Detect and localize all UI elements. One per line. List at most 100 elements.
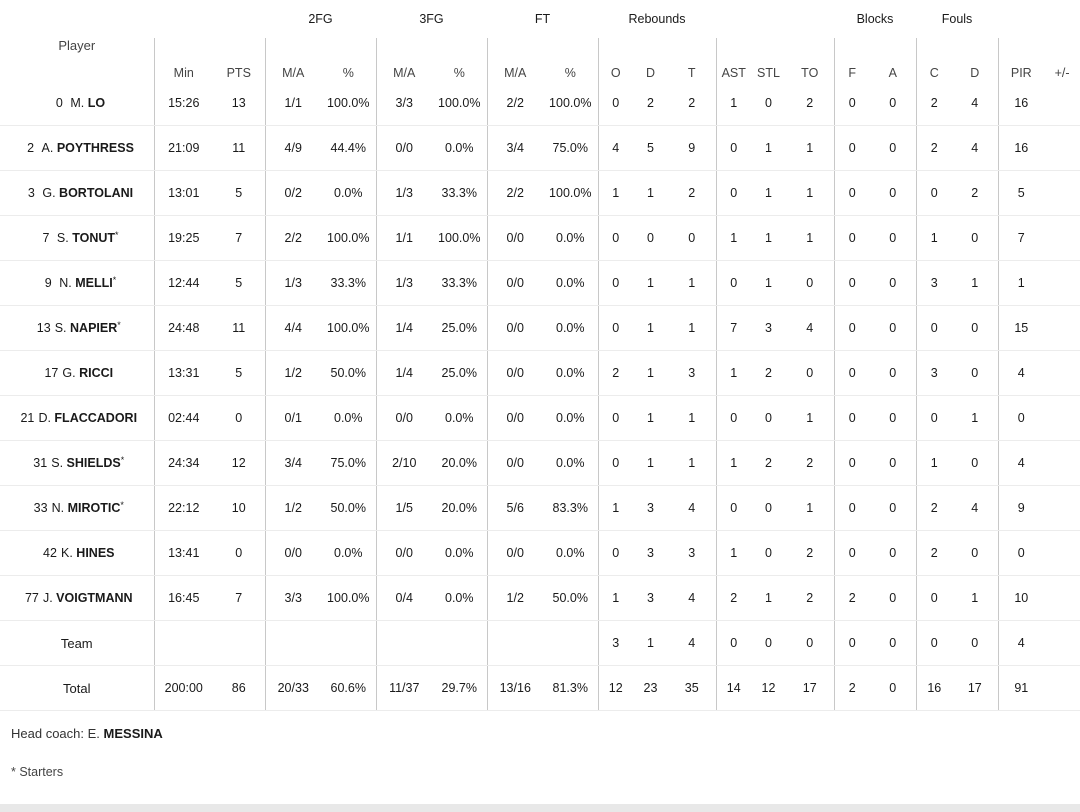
stat-fg2p: 0.0% xyxy=(321,170,376,216)
team-stat-fc: 0 xyxy=(915,620,953,666)
stat-fg3: 1/4 xyxy=(375,305,432,351)
stat-ftp: 50.0% xyxy=(543,575,598,621)
player-last-name: LO xyxy=(87,95,106,110)
total-row-label: Total xyxy=(0,665,154,711)
stat-to: 2 xyxy=(786,530,834,576)
stat-fg2: 3/3 xyxy=(264,575,321,621)
player-initial: S. xyxy=(51,456,64,470)
stat-ba: 0 xyxy=(870,170,917,216)
stat-pir: 16 xyxy=(997,80,1045,126)
total-stat-fg2p: 60.6% xyxy=(321,665,376,711)
stat-fg2p: 100.0% xyxy=(321,305,376,351)
col-pir: PIR xyxy=(997,38,1045,80)
player-initial: G. xyxy=(42,186,56,200)
player-initial: S. xyxy=(54,321,67,335)
stat-fg3p: 0.0% xyxy=(432,530,487,576)
group-2fg: 2FG xyxy=(308,12,333,26)
total-stat-min: 200:00 xyxy=(153,665,213,711)
stat-fc: 1 xyxy=(915,215,953,261)
stat-ast: 0 xyxy=(715,260,751,306)
stat-fg3: 0/4 xyxy=(375,575,432,621)
stat-t: 4 xyxy=(668,485,716,531)
col-reb-o: O xyxy=(597,38,633,80)
stat-pm xyxy=(1044,485,1080,531)
total-stat-ast: 14 xyxy=(715,665,751,711)
stat-pts: 10 xyxy=(213,485,265,531)
total-stat-pts: 86 xyxy=(213,665,265,711)
player-number: 21 xyxy=(20,411,35,425)
team-row: Team 3 1 4 0 0 0 0 0 0 0 4 xyxy=(0,620,1080,666)
stat-pir: 0 xyxy=(997,530,1045,576)
stat-t: 2 xyxy=(668,80,716,126)
stat-fg3p: 0.0% xyxy=(432,125,487,171)
team-stat-bf: 0 xyxy=(833,620,870,666)
stat-stl: 0 xyxy=(751,395,786,441)
stat-o: 0 xyxy=(597,395,633,441)
total-stat-fc: 16 xyxy=(915,665,953,711)
stat-ftp: 83.3% xyxy=(543,485,598,531)
team-stat-o: 3 xyxy=(597,620,633,666)
stat-o: 0 xyxy=(597,80,633,126)
stat-fg2: 4/9 xyxy=(264,125,321,171)
starter-mark: * xyxy=(112,275,117,285)
stat-bf: 0 xyxy=(833,305,870,351)
stat-ftp: 100.0% xyxy=(543,80,598,126)
stat-fg3: 2/10 xyxy=(375,440,432,486)
player-name-cell: 0 M. LO xyxy=(0,80,154,126)
player-last-name: TONUT xyxy=(72,231,116,245)
team-stat-stl: 0 xyxy=(751,620,786,666)
stat-fg2p: 100.0% xyxy=(321,215,376,261)
stat-pm xyxy=(1044,170,1080,216)
player-row: 31 S. SHIELDS* 24:34 12 3/4 75.0% 2/10 20.0% 0/0… xyxy=(0,440,1080,486)
stat-fg2p: 33.3% xyxy=(321,260,376,306)
group-fouls: Fouls xyxy=(941,12,973,26)
stat-ast: 0 xyxy=(715,170,751,216)
player-initial: J. xyxy=(42,591,53,605)
total-stat-fg2: 20/33 xyxy=(264,665,321,711)
stat-min: 12:44 xyxy=(153,260,213,306)
stat-ba: 0 xyxy=(870,305,917,351)
group-blocks: Blocks xyxy=(856,12,894,26)
stat-fg3p: 0.0% xyxy=(432,575,487,621)
stat-min: 15:26 xyxy=(153,80,213,126)
stat-fg2p: 50.0% xyxy=(321,350,376,396)
stat-fd: 0 xyxy=(952,215,999,261)
player-last-name: MELLI xyxy=(75,276,113,290)
stat-pir: 4 xyxy=(997,350,1045,396)
player-initial: A. xyxy=(41,141,54,155)
stat-fd: 0 xyxy=(952,305,999,351)
stat-fg2: 0/1 xyxy=(264,395,321,441)
team-stat-fd: 0 xyxy=(952,620,999,666)
player-initial: M. xyxy=(70,95,85,110)
player-initial: N. xyxy=(51,501,65,515)
stat-pm xyxy=(1044,80,1080,126)
box-score-table: 2FG 3FG FT Rebounds Blocks Fouls Player … xyxy=(0,12,1080,711)
stat-t: 2 xyxy=(668,170,716,216)
stat-ba: 0 xyxy=(870,395,917,441)
stat-o: 0 xyxy=(597,260,633,306)
stat-fg3p: 33.3% xyxy=(432,260,487,306)
stat-fc: 2 xyxy=(915,80,953,126)
stat-min: 21:09 xyxy=(153,125,213,171)
stat-bf: 0 xyxy=(833,215,870,261)
stat-fc: 2 xyxy=(915,125,953,171)
stat-ft: 5/6 xyxy=(486,485,543,531)
stat-pm xyxy=(1044,260,1080,306)
player-row: 42 K. HINES 13:41 0 0/0 0.0% 0/0 0.0% 0/0 0.0% 0 3 3… xyxy=(0,530,1080,576)
total-stat-fg3p: 29.7% xyxy=(432,665,487,711)
player-name-cell: 21 D. FLACCADORI xyxy=(0,395,154,441)
stat-o: 0 xyxy=(597,530,633,576)
stat-ba: 0 xyxy=(870,575,917,621)
stat-stl: 1 xyxy=(751,215,786,261)
team-stat-to: 0 xyxy=(786,620,834,666)
player-name-cell: 17 G. RICCI xyxy=(0,350,154,396)
player-last-name: RICCI xyxy=(79,366,114,380)
col-reb-t: T xyxy=(687,66,696,80)
stat-fg3: 1/3 xyxy=(375,170,432,216)
stat-ft: 0/0 xyxy=(486,350,543,396)
stat-min: 24:34 xyxy=(153,440,213,486)
stat-t: 3 xyxy=(668,350,716,396)
stat-stl: 1 xyxy=(751,125,786,171)
stat-pm xyxy=(1044,305,1080,351)
stat-pts: 0 xyxy=(213,395,265,441)
